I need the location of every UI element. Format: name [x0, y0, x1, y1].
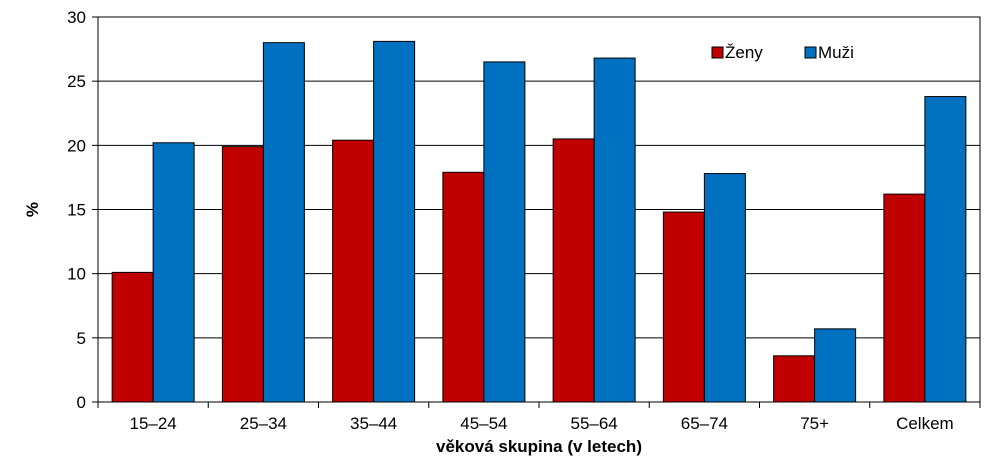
y-tick-label: 20 — [67, 136, 86, 155]
x-tick-label: 55–64 — [570, 414, 617, 433]
axes: 0 5 10 15 20 25 30 15–24 25–34 35–44 45–54 55–64 65–… — [67, 8, 981, 433]
legend-swatch-muzi — [804, 46, 817, 59]
legend-label-muzi: Muži — [818, 43, 854, 62]
bar-zeny — [332, 139, 375, 403]
x-axis-title: věková skupina (v letech) — [436, 437, 642, 456]
y-tick-label: 30 — [67, 8, 86, 27]
y-tick-label: 10 — [67, 265, 86, 284]
legend-label-zeny: Ženy — [725, 43, 763, 62]
x-tick-label: 45–54 — [460, 414, 507, 433]
y-tick-label: 5 — [77, 329, 86, 348]
x-tick-label: 75+ — [800, 414, 829, 433]
bar-muzi — [814, 328, 857, 403]
y-axis-title: % — [23, 202, 42, 217]
bar-muzi — [152, 142, 195, 403]
bar-zeny — [221, 146, 264, 403]
bar-zeny — [111, 271, 154, 403]
legend: Ženy Muži — [711, 43, 854, 62]
bar-muzi — [593, 57, 636, 403]
x-tick-label: 25–34 — [240, 414, 287, 433]
bar-muzi — [262, 42, 305, 403]
bar-zeny — [773, 355, 816, 403]
bar-zeny — [883, 193, 926, 403]
bar-muzi — [373, 40, 416, 403]
bar-muzi — [483, 61, 526, 403]
bar-zeny — [552, 138, 595, 403]
bar-zeny — [662, 211, 705, 403]
bars — [111, 40, 967, 403]
bar-zeny — [442, 171, 485, 403]
legend-swatch-zeny — [711, 46, 724, 59]
y-tick-label: 0 — [77, 393, 86, 412]
y-tick-label: 25 — [67, 72, 86, 91]
y-tick-label: 15 — [67, 201, 86, 220]
bar-muzi — [924, 96, 967, 403]
x-tick-label: 35–44 — [350, 414, 397, 433]
x-tick-label: 15–24 — [129, 414, 176, 433]
x-tick-label: 65–74 — [681, 414, 728, 433]
bar-muzi — [703, 173, 746, 403]
x-tick-label: Celkem — [896, 414, 954, 433]
